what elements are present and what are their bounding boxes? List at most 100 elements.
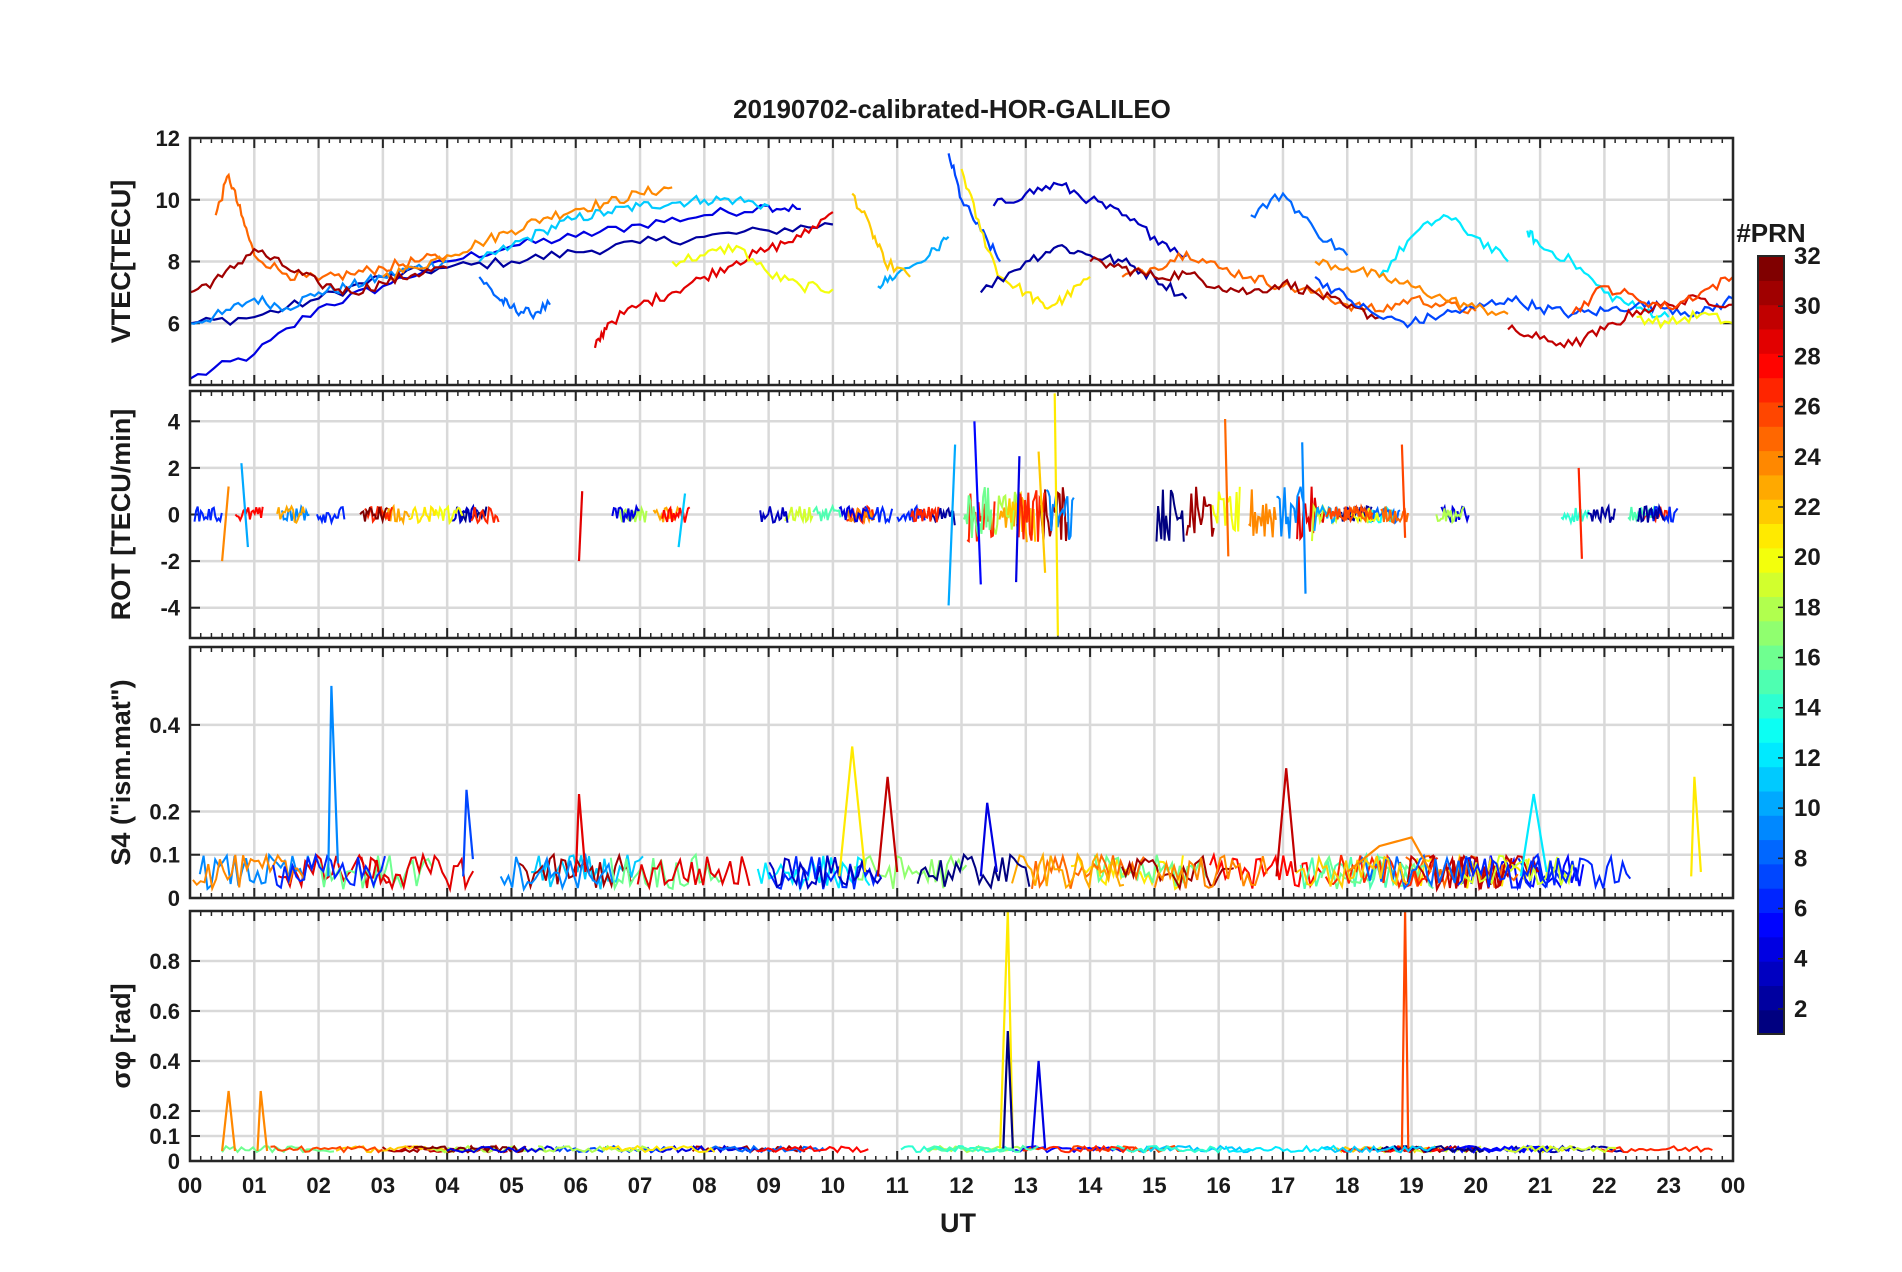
series-line-prn-7 (947, 153, 1002, 263)
colorbar-segment (1758, 669, 1784, 695)
x-tick-label: 11 (886, 1173, 909, 1198)
series-line-prn-31 (190, 247, 448, 296)
colorbar-segment (1758, 1009, 1784, 1035)
colorbar-tick-label: 22 (1794, 494, 1821, 521)
y-tick-label: 2 (168, 456, 180, 481)
colorbar-segment (1758, 499, 1784, 524)
x-tick-label: 00 (178, 1173, 202, 1198)
rot-noise-line (1325, 506, 1355, 524)
axes-frame (188, 389, 1735, 640)
axes-frame (188, 645, 1735, 900)
x-tick-label: 05 (499, 1173, 523, 1198)
series-line-prn-26 (1400, 911, 1410, 1149)
series-line-prn-24 (221, 486, 230, 562)
series-line-prn-26 (1400, 444, 1407, 538)
panel-2: -4 -2 0 2 4 ROT [TECU/min] (106, 389, 1735, 640)
rot-noise-line (864, 504, 894, 525)
colorbar-segment (1758, 523, 1784, 549)
baseline-noise-line (1224, 1144, 1339, 1153)
series-line-prn-21 (838, 746, 867, 877)
colorbar-segment (1758, 450, 1784, 476)
baseline-noise-line (646, 1144, 760, 1154)
series-line-prn-9 (1301, 442, 1307, 594)
series-line-prn-9 (327, 685, 339, 877)
series-group (193, 393, 1679, 636)
series-line-prn-24 (1346, 836, 1432, 873)
x-tick-label: 16 (1206, 1173, 1230, 1198)
panel-1: 6 8 10 12 VTEC[TECU] (106, 126, 1735, 387)
series-line-prn-29 (574, 794, 587, 877)
rot-noise-line (193, 506, 223, 524)
rot-noise-line (1185, 486, 1215, 537)
series-line-prn-12 (1526, 229, 1670, 319)
colorbar-segment (1758, 936, 1784, 962)
colorbar-tick-label: 20 (1794, 544, 1821, 571)
colorbar-frame (1757, 255, 1785, 1035)
y-tick-label: 0.1 (149, 843, 180, 868)
colorbar-segment (1758, 985, 1784, 1011)
series-line-prn-4 (1031, 1060, 1047, 1149)
panel-3: 0 0.1 0.2 0.4 S4 ("ism.mat") (106, 645, 1735, 911)
x-tick-label: 04 (435, 1173, 460, 1198)
x-tick-label: 15 (1142, 1173, 1166, 1198)
series-line-prn-21 (960, 168, 1091, 310)
baseline-noise-line (756, 1145, 869, 1154)
rot-noise-line (1276, 486, 1305, 539)
y-tick-label: 0.1 (149, 1124, 180, 1149)
x-tick-label: 20 (1464, 1173, 1488, 1198)
baseline-noise-line (270, 1145, 383, 1154)
series-line-prn-24 (256, 1090, 269, 1152)
baseline-noise-line (446, 1145, 559, 1154)
series-line-prn-12 (1378, 213, 1509, 278)
series-line-prn-20 (671, 242, 834, 295)
baseline-noise-line (1031, 852, 1145, 890)
x-tick-label: 23 (1656, 1173, 1680, 1198)
x-tick-label: 17 (1271, 1173, 1295, 1198)
y-tick-label: 4 (168, 409, 181, 434)
rot-noise-line (1344, 503, 1374, 521)
series-line-prn-11 (478, 194, 770, 263)
colorbar-tick-label: 28 (1794, 343, 1821, 370)
colorbar-segment (1758, 596, 1784, 622)
baseline-noise-line (499, 852, 614, 893)
colorbar-segment (1758, 790, 1784, 816)
x-tick-label: 18 (1335, 1173, 1359, 1198)
series-line-prn-2 (190, 222, 834, 327)
colorbar-tick-label: 2 (1794, 996, 1807, 1023)
series-line-prn-30 (1275, 768, 1297, 877)
rot-noise-line (844, 507, 874, 525)
x-tick-label: 01 (242, 1173, 266, 1198)
rot-noise-line (1248, 489, 1277, 538)
colorbar-segment (1758, 912, 1784, 938)
rot-noise-line (1211, 486, 1241, 533)
x-tick-label: 07 (628, 1173, 652, 1198)
baseline-noise-line (1457, 856, 1571, 889)
baseline-noise-line (537, 1144, 651, 1154)
chart-title: 20190702-calibrated-HOR-GALILEO (733, 94, 1171, 124)
baseline-noise-line (1438, 1144, 1552, 1154)
baseline-noise-line (1517, 852, 1632, 891)
x-tick-label: 00 (1721, 1173, 1745, 1198)
colorbar-segment (1758, 280, 1784, 306)
series-line-prn-29 (593, 211, 834, 349)
colorbar-segment (1758, 377, 1784, 403)
y-tick-label: 0 (168, 1149, 180, 1174)
series-line-prn-29 (577, 491, 584, 562)
y-tick-label: 6 (168, 311, 180, 336)
baseline-noise-line (1011, 851, 1125, 891)
rot-noise-line (1627, 504, 1657, 524)
rot-noise-line (470, 505, 500, 525)
series-group (221, 911, 1713, 1154)
rot-noise-line (1560, 507, 1590, 526)
baseline-noise-line (335, 1145, 449, 1154)
y-tick-label: 0.6 (149, 999, 180, 1024)
series-line-prn-31 (1089, 255, 1380, 321)
y-tick-label: 0 (168, 503, 180, 528)
x-tick-label: 19 (1399, 1173, 1423, 1198)
series-line-prn-21 (1690, 776, 1702, 877)
series-line-prn-24 (1314, 258, 1509, 317)
baseline-noise-line (360, 851, 475, 893)
baseline-noise-line (1428, 853, 1542, 893)
series-line-prn-4 (979, 802, 998, 877)
